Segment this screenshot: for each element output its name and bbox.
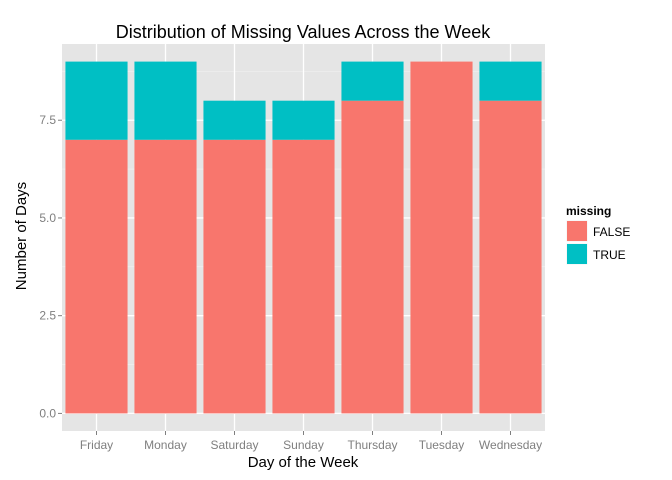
legend-label-true: TRUE [593,248,626,262]
y-tick-label: 5.0 [39,211,56,225]
x-tick-label: Thursday [347,438,397,452]
x-tick-label: Tuesday [419,438,465,452]
y-axis: 0.0 2.5 5.0 7.5 [39,113,62,420]
legend: missing FALSE TRUE [565,204,630,266]
x-tick-label: Sunday [283,438,324,452]
legend-items: FALSE TRUE [565,219,630,266]
x-axis-title: Day of the Week [248,454,359,471]
bar-saturday-true [203,100,266,140]
bar-friday-false [65,139,128,414]
bar-tuesday-false [410,61,473,414]
bar-wednesday-false [479,100,542,414]
bar-saturday-false [203,139,266,414]
x-tick-label: Saturday [210,438,258,452]
bar-wednesday-true [479,61,542,101]
legend-label-false: FALSE [593,225,630,239]
x-axis: Friday Monday Saturday Sunday Thursday Tuesda… [80,431,542,452]
bar-layer [65,61,542,414]
chart-title: Distribution of Missing Values Across th… [116,22,491,42]
legend-swatch-true [567,244,587,264]
bar-monday-true [134,61,197,140]
bar-monday-false [134,139,197,414]
x-tick-label: Wednesday [479,438,542,452]
y-tick-label: 0.0 [39,406,56,420]
y-tick-label: 2.5 [39,309,56,323]
bar-thursday-false [341,100,404,414]
y-tick-label: 7.5 [39,113,56,127]
bar-friday-true [65,61,128,140]
bar-sunday-true [272,100,335,140]
legend-title: missing [566,204,611,218]
y-axis-title: Number of Days [13,182,30,290]
x-tick-label: Friday [80,438,113,452]
x-tick-label: Monday [144,438,187,452]
legend-swatch-false [567,221,587,241]
bar-thursday-true [341,61,404,101]
bar-sunday-false [272,139,335,414]
